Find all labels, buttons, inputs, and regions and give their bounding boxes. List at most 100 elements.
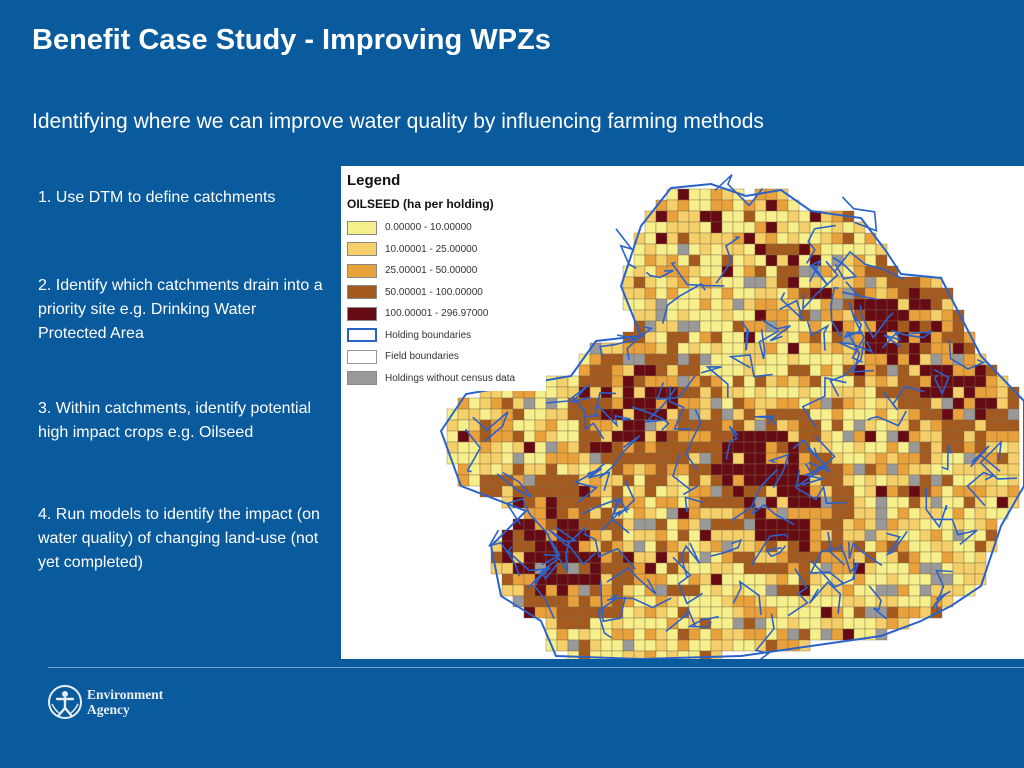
holding-boundary [847, 332, 875, 373]
map-cell [677, 430, 690, 443]
map-cell [633, 606, 646, 619]
map-cell [886, 573, 899, 586]
map-cell [754, 232, 767, 245]
map-cell [754, 309, 767, 322]
map-cell [644, 309, 657, 322]
map-cell [644, 463, 657, 476]
map-cell [952, 452, 965, 465]
map-cell [699, 441, 712, 454]
map-cell [974, 518, 987, 531]
map-cell [787, 243, 800, 256]
map-cell [567, 562, 580, 575]
step-2: 2. Identify which catchments drain into … [38, 277, 323, 342]
map-cell [457, 452, 470, 465]
map-cell [809, 408, 822, 421]
map-cell [886, 474, 899, 487]
holding-boundary [810, 558, 856, 588]
map-cell [534, 397, 547, 410]
map-cell [699, 232, 712, 245]
map-cell [677, 298, 690, 311]
map-cell [798, 617, 811, 630]
map-cell [622, 463, 635, 476]
map-cell [941, 474, 954, 487]
map-cell [633, 529, 646, 542]
map-cell [644, 386, 657, 399]
map-cell [787, 386, 800, 399]
map-cell [919, 419, 932, 432]
map-cell [655, 529, 668, 542]
map-cell [908, 463, 921, 476]
map-cell [666, 320, 679, 333]
map-cell [908, 452, 921, 465]
map-cell [798, 276, 811, 289]
map-cell [787, 463, 800, 476]
map-cell [787, 265, 800, 278]
map-cell [622, 628, 635, 641]
map-cell [677, 628, 690, 641]
map-cell [512, 584, 525, 597]
map-cell [930, 463, 943, 476]
map-cell [699, 507, 712, 520]
map-cell [908, 595, 921, 608]
map-cell [545, 419, 558, 432]
map-cell [721, 199, 734, 212]
map-cell [699, 529, 712, 542]
map-cell [897, 298, 910, 311]
map-cell [842, 628, 855, 641]
map-cell [644, 562, 657, 575]
legend-item-no-census: Holdings without census data [347, 368, 515, 390]
map-cell [798, 353, 811, 366]
map-cell [655, 573, 668, 586]
map-cell [798, 584, 811, 597]
map-cell [930, 496, 943, 509]
map-cell [743, 639, 756, 652]
map-cell [820, 353, 833, 366]
map-cell [710, 639, 723, 652]
map-cell [512, 474, 525, 487]
map-cell [963, 540, 976, 553]
map-cell [776, 353, 789, 366]
map-cell [589, 595, 602, 608]
holding-boundary [806, 320, 830, 351]
map-cell [809, 485, 822, 498]
map-cell [655, 342, 668, 355]
map-cell [820, 584, 833, 597]
map-cell [974, 507, 987, 520]
map-cell [556, 507, 569, 520]
map-cell [677, 639, 690, 652]
map-cell [842, 397, 855, 410]
map-cell [644, 430, 657, 443]
map-cell [545, 518, 558, 531]
holding-boundary [796, 484, 847, 505]
map-cell [952, 386, 965, 399]
map-cell [666, 287, 679, 300]
map-cell [776, 221, 789, 234]
map-cell [655, 617, 668, 630]
map-cell [853, 276, 866, 289]
map-cell [831, 331, 844, 344]
map-cell [699, 474, 712, 487]
holding-boundary [584, 391, 617, 418]
map-cell [798, 364, 811, 377]
map-cell [952, 463, 965, 476]
map-cell [831, 474, 844, 487]
map-cell [809, 298, 822, 311]
map-cell [919, 595, 932, 608]
map-cell [721, 397, 734, 410]
map-cell [908, 606, 921, 619]
holding-boundary [601, 480, 636, 531]
environment-agency-emblem-icon [48, 685, 82, 719]
legend-item-class-3: 25.00001 - 50.00000 [347, 260, 515, 282]
map-cell [974, 419, 987, 432]
map-cell [842, 595, 855, 608]
map-cell [798, 540, 811, 553]
holding-boundary [805, 224, 836, 264]
map-cell [853, 397, 866, 410]
map-cell [534, 408, 547, 421]
map-cell [820, 342, 833, 355]
map-cell [622, 584, 635, 597]
map-cell [765, 430, 778, 443]
map-cell [985, 518, 998, 531]
map-cell [886, 485, 899, 498]
map-cell [908, 584, 921, 597]
